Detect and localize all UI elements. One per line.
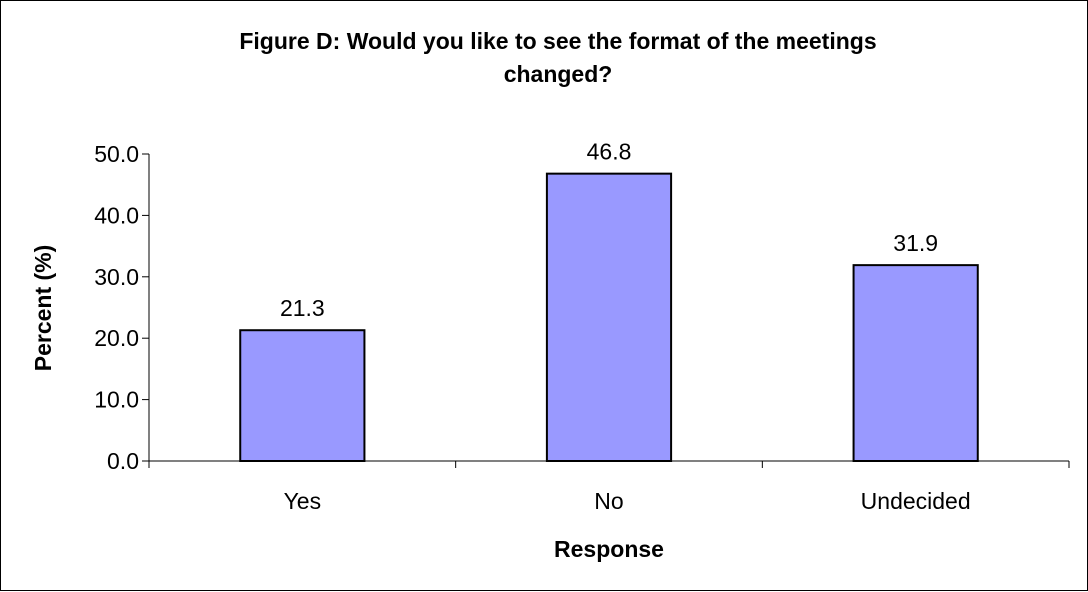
chart-title-line-2: changed? xyxy=(504,61,613,87)
y-tick-label: 20.0 xyxy=(94,325,139,351)
x-tick-label: Undecided xyxy=(861,488,971,514)
data-label: 46.8 xyxy=(587,139,632,165)
chart-title-line-1: Figure D: Would you like to see the form… xyxy=(239,28,876,54)
data-label: 21.3 xyxy=(280,295,325,321)
y-tick-label: 40.0 xyxy=(94,202,139,228)
bar xyxy=(545,172,673,462)
y-axis-title: Percent (%) xyxy=(30,245,56,372)
y-axis: 0.0 10.0 20.0 30.0 40.0 50.0 xyxy=(94,141,150,474)
y-tick-label: 30.0 xyxy=(94,264,139,290)
data-labels: 21.3 46.8 31.9 xyxy=(280,139,938,322)
y-tick-label: 50.0 xyxy=(94,141,139,167)
bar xyxy=(852,264,979,462)
x-axis: Yes No Undecided xyxy=(148,460,1070,514)
y-tick-label: 10.0 xyxy=(94,387,139,413)
y-tick-label: 0.0 xyxy=(107,448,139,474)
data-label: 31.9 xyxy=(893,230,938,256)
x-tick-label: Yes xyxy=(284,488,322,514)
bar xyxy=(239,329,366,462)
x-tick-label: No xyxy=(594,488,623,514)
bars xyxy=(239,172,979,462)
x-axis-title: Response xyxy=(554,536,664,562)
